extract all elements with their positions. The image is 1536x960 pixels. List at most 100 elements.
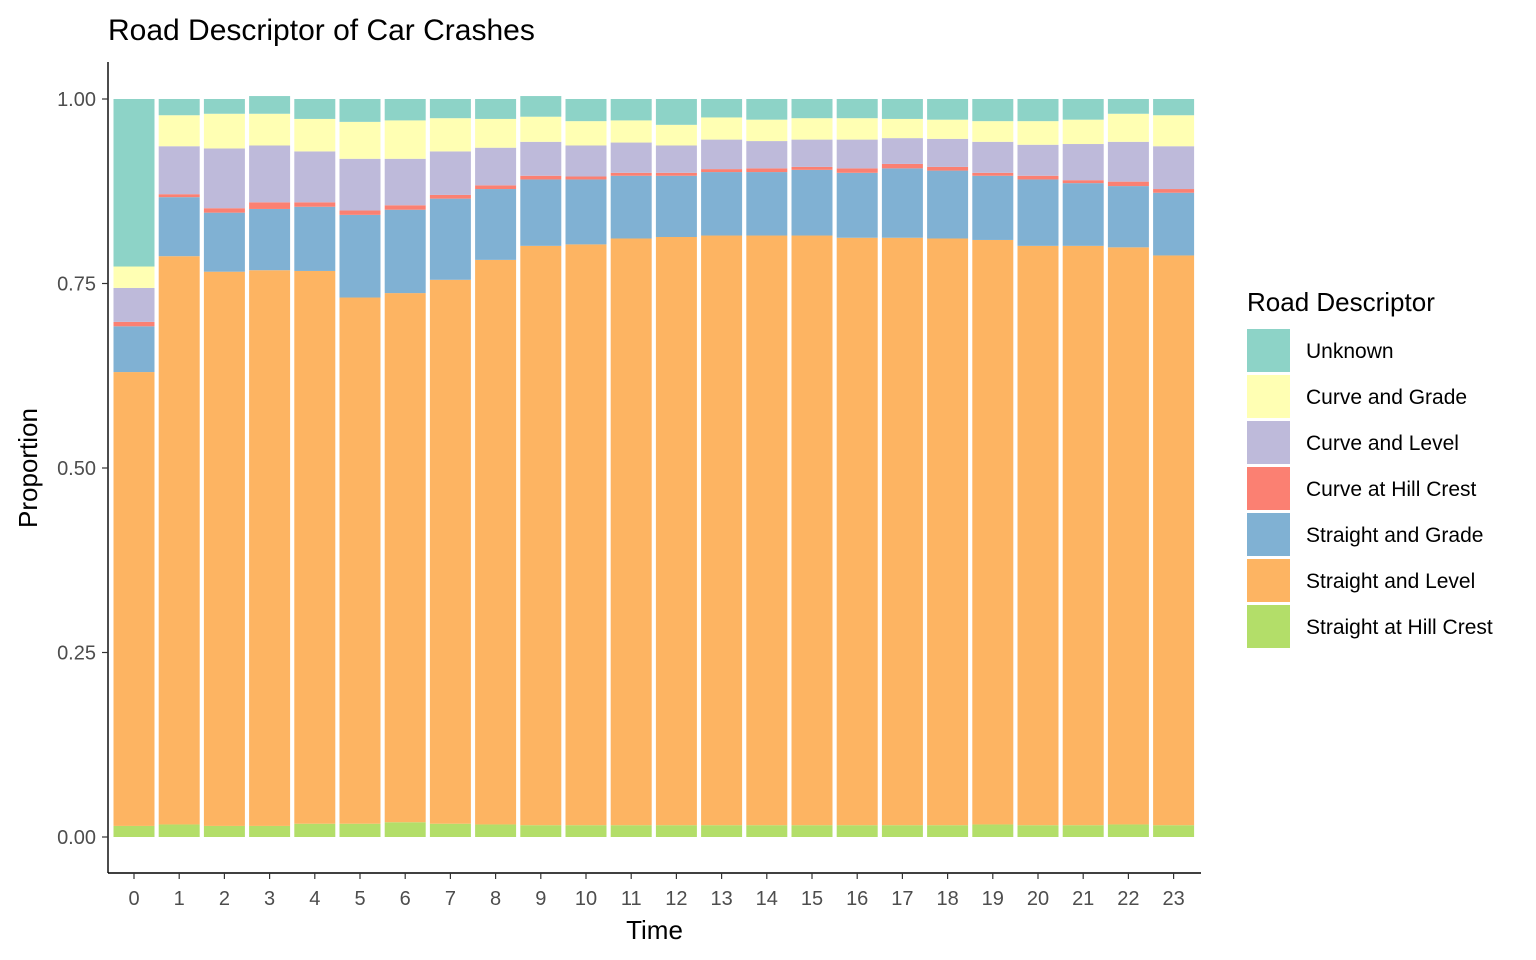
bar-segment-curve-and-level-15 <box>791 139 833 167</box>
bar-segment-curve-and-level-0 <box>113 287 155 322</box>
bar-segment-unknown-11 <box>610 99 652 121</box>
bar-segment-straight-and-grade-11 <box>610 175 652 239</box>
bar-segment-straight-and-grade-21 <box>1062 183 1104 246</box>
bar-segment-straight-and-level-20 <box>1017 245 1059 826</box>
legend-label-curve-and-level: Curve and Level <box>1306 432 1459 455</box>
bar-segment-curve-and-grade-8 <box>475 118 517 148</box>
x-tick-label: 6 <box>400 888 411 910</box>
bar-segment-straight-and-level-7 <box>429 279 471 824</box>
bar-segment-straight-at-hill-crest-23 <box>1153 825 1195 837</box>
bar-segment-curve-at-hill-crest-7 <box>429 194 471 199</box>
bar-segment-straight-and-grade-18 <box>927 170 969 239</box>
bar-segment-curve-and-grade-23 <box>1153 115 1195 147</box>
bar-segment-straight-and-grade-10 <box>565 179 607 245</box>
bar-segment-curve-and-level-8 <box>475 147 517 186</box>
bar-segment-curve-and-grade-6 <box>384 120 426 159</box>
x-tick-label: 7 <box>445 888 456 910</box>
bar-segment-curve-at-hill-crest-20 <box>1017 175 1059 180</box>
bar-segment-curve-and-level-20 <box>1017 144 1059 176</box>
bar-segment-straight-and-level-13 <box>701 235 743 826</box>
y-tick-label: 0.00 <box>57 827 96 849</box>
bar-segment-curve-and-grade-15 <box>791 118 833 140</box>
bar-segment-unknown-14 <box>746 99 788 120</box>
bar-segment-curve-and-level-3 <box>249 145 291 203</box>
bar-segment-curve-at-hill-crest-8 <box>475 185 517 190</box>
bar-segment-straight-and-level-9 <box>520 245 562 826</box>
bar-segment-unknown-22 <box>1107 99 1149 114</box>
bar-segment-curve-and-level-22 <box>1107 141 1149 182</box>
legend-swatch-unknown <box>1247 329 1290 372</box>
bar-segment-straight-at-hill-crest-5 <box>339 823 381 837</box>
bar-segment-straight-and-grade-16 <box>836 172 878 238</box>
x-tick-label: 10 <box>575 888 597 910</box>
bar-segment-curve-and-level-2 <box>203 148 245 209</box>
bar-segment-curve-and-grade-17 <box>881 118 923 139</box>
bar-segment-unknown-5 <box>339 99 381 122</box>
bar-segment-curve-and-grade-19 <box>972 121 1014 142</box>
bar-segment-straight-at-hill-crest-7 <box>429 823 471 837</box>
legend-swatch-straight-at-hill-crest <box>1247 605 1290 648</box>
bar-segment-curve-and-grade-11 <box>610 120 652 143</box>
bar-segment-straight-at-hill-crest-6 <box>384 822 426 837</box>
bar-segment-straight-and-level-14 <box>746 235 788 826</box>
bar-segment-straight-and-grade-19 <box>972 175 1014 240</box>
bar-segment-straight-and-level-16 <box>836 237 878 826</box>
bar-segment-straight-at-hill-crest-9 <box>520 825 562 837</box>
bar-segment-unknown-3 <box>249 96 291 114</box>
x-tick-label: 12 <box>665 888 687 910</box>
bar-segment-straight-and-level-0 <box>113 372 155 826</box>
bar-segment-curve-and-level-10 <box>565 145 607 177</box>
bar-segment-curve-at-hill-crest-3 <box>249 202 291 209</box>
legend-label-straight-and-level: Straight and Level <box>1306 570 1475 593</box>
bar-segment-curve-and-level-13 <box>701 139 743 170</box>
bar-segment-straight-and-level-2 <box>203 271 245 826</box>
x-tick-label: 5 <box>354 888 365 910</box>
bar-segment-unknown-6 <box>384 99 426 121</box>
bar-segment-curve-at-hill-crest-17 <box>881 163 923 169</box>
y-axis-title: Proportion <box>13 408 43 528</box>
bar-segment-straight-and-level-10 <box>565 244 607 826</box>
bar-segment-curve-and-level-6 <box>384 158 426 206</box>
bar-segment-curve-and-grade-2 <box>203 113 245 149</box>
bar-segment-straight-and-level-21 <box>1062 245 1104 826</box>
bar-segment-curve-at-hill-crest-15 <box>791 166 833 170</box>
bar-segment-curve-and-grade-5 <box>339 121 381 159</box>
bar-segment-straight-and-grade-17 <box>881 168 923 238</box>
bar-segment-straight-and-grade-6 <box>384 209 426 294</box>
bar-segment-unknown-1 <box>158 99 200 116</box>
bar-segment-straight-and-level-12 <box>655 237 697 826</box>
x-tick-label: 11 <box>621 888 642 910</box>
bar-segment-curve-and-level-23 <box>1153 146 1195 190</box>
bar-segment-straight-at-hill-crest-12 <box>655 825 697 837</box>
bar-segment-curve-at-hill-crest-18 <box>927 166 969 171</box>
bar-segment-curve-at-hill-crest-11 <box>610 172 652 176</box>
bar-segment-curve-and-grade-21 <box>1062 119 1104 145</box>
legend-swatch-straight-and-level <box>1247 559 1290 602</box>
y-tick-label: 0.25 <box>57 643 96 665</box>
bar-segment-straight-at-hill-crest-2 <box>203 825 245 837</box>
bar-segment-curve-and-level-16 <box>836 139 878 169</box>
bar-segment-unknown-9 <box>520 96 562 117</box>
bar-segment-straight-and-grade-15 <box>791 169 833 236</box>
bar-segment-straight-and-grade-8 <box>475 189 517 260</box>
bar-segment-curve-at-hill-crest-21 <box>1062 180 1104 184</box>
x-tick-label: 20 <box>1027 888 1049 910</box>
bar-segment-straight-at-hill-crest-14 <box>746 825 788 837</box>
bar-segment-curve-and-level-18 <box>927 138 969 167</box>
bar-segment-unknown-19 <box>972 99 1014 122</box>
bar-segment-unknown-17 <box>881 99 923 119</box>
bar-segment-curve-and-level-21 <box>1062 144 1104 181</box>
bar-segment-straight-and-grade-0 <box>113 326 155 373</box>
bar-segment-straight-at-hill-crest-3 <box>249 825 291 837</box>
x-tick-label: 1 <box>174 888 185 910</box>
bar-segment-curve-and-grade-0 <box>113 266 155 288</box>
bar-segment-curve-and-level-11 <box>610 142 652 173</box>
legend-title: Road Descriptor <box>1247 287 1435 317</box>
x-tick-label: 2 <box>219 888 230 910</box>
bar-segment-curve-and-grade-10 <box>565 121 607 146</box>
x-axis-ticks: 0 1 2 3 4 5 6 7 8 9 10 11 12 13 14 15 16 17 18 19 20 21 22 23 <box>128 873 1185 910</box>
bar-segment-curve-and-grade-14 <box>746 119 788 142</box>
bar-segment-curve-and-grade-18 <box>927 119 969 139</box>
bar-segment-straight-and-level-22 <box>1107 247 1149 825</box>
